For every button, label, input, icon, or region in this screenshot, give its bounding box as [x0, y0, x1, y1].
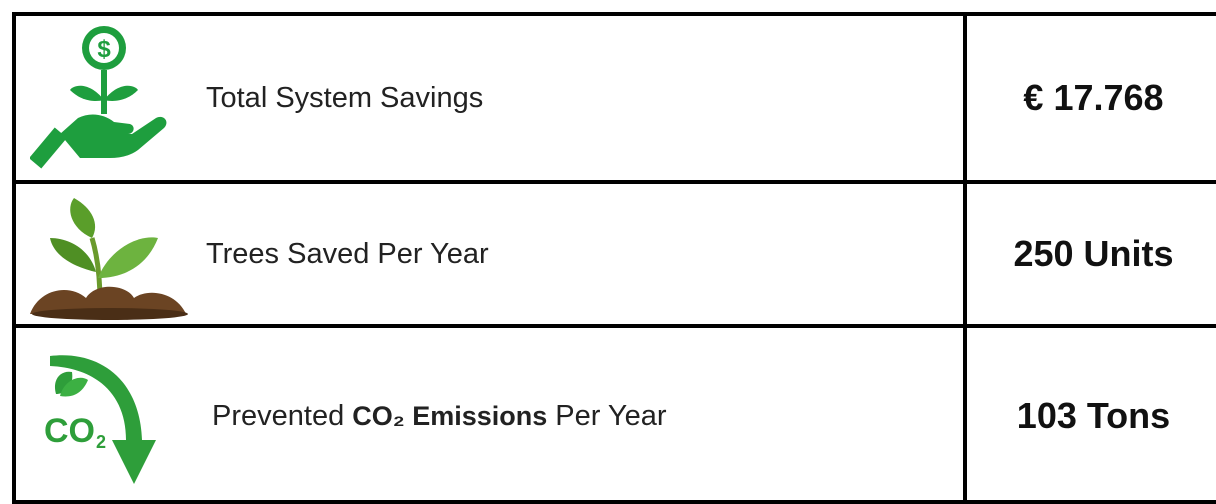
svg-text:CO: CO — [44, 412, 95, 450]
row-label: Prevented CO₂ Emissions Per Year — [212, 328, 667, 504]
label-text: Prevented — [212, 399, 345, 432]
svg-text:2: 2 — [96, 432, 106, 452]
column-divider — [963, 328, 967, 504]
sprout-icon — [30, 198, 188, 320]
label-text: Total System Savings — [206, 81, 484, 114]
table-row: CO 2 Prevented CO₂ Emissions Per Year 10… — [16, 324, 1216, 504]
row-value: 103 Tons — [1016, 395, 1171, 436]
co2-icon: CO 2 — [44, 355, 156, 484]
label-text: Per Year — [555, 399, 667, 432]
table-row: Trees Saved Per Year 250 Units — [16, 180, 1216, 324]
label-emphasis: CO₂ Emissions — [352, 400, 548, 431]
label-text: Trees Saved Per Year — [206, 237, 489, 270]
svg-text:$: $ — [97, 36, 111, 63]
stats-table: $ Total System Savings € 17.768 Trees Sa… — [12, 12, 1216, 504]
table-row: $ Total System Savings € 17.768 — [16, 16, 1216, 180]
savings-icon: $ — [30, 26, 167, 169]
row-value: € 17.768 — [1023, 77, 1164, 118]
row-value: 250 Units — [1013, 233, 1174, 274]
column-divider — [963, 16, 967, 180]
column-divider — [963, 184, 967, 324]
row-label: Total System Savings — [206, 16, 483, 180]
row-label: Trees Saved Per Year — [206, 184, 489, 324]
